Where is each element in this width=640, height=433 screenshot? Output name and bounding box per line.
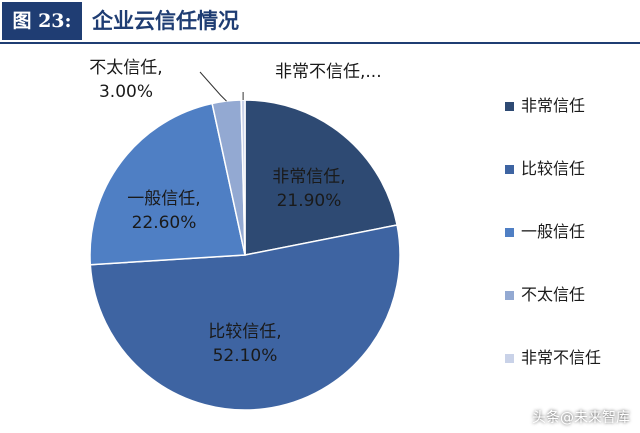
legend-label-2: 比较信任: [521, 159, 585, 178]
data-label-1: 非常信任, 21.90%: [272, 167, 345, 211]
legend-swatch-3: [505, 228, 514, 237]
pie-slice-2: [89, 224, 401, 411]
legend-label-3: 一般信任: [521, 222, 585, 241]
legend-swatch-2: [505, 165, 514, 174]
data-labels: 非常信任, 21.90% 比较信任, 52.10% 一般信任, 22.60% 不太信任, 3.…: [89, 58, 381, 366]
legend-label-4: 不太信任: [521, 285, 585, 304]
legend-label-1: 非常信任: [521, 96, 585, 115]
figure-title: 企业云信任情况: [92, 9, 239, 33]
data-label-3: 一般信任, 22.60%: [127, 189, 200, 233]
data-label-2: 比较信任, 52.10%: [208, 322, 281, 366]
pie-slice-5: [240, 99, 246, 256]
pie-chart: 非常信任, 21.90% 比较信任, 52.10% 一般信任, 22.60% 不太信任, 3.…: [89, 58, 601, 411]
legend-swatch-5: [505, 354, 514, 363]
leader-lines: [199, 71, 244, 102]
legend-swatch-1: [505, 102, 514, 111]
data-label-4: 不太信任, 3.00%: [89, 58, 162, 102]
header-rule: [0, 42, 640, 44]
legend-swatch-4: [505, 291, 514, 300]
pie-slices: [89, 99, 401, 411]
pie-slice-1: [244, 99, 398, 256]
figure-header: 图 23: 企业云信任情况: [0, 0, 640, 44]
leader-line-4: [199, 71, 227, 102]
data-label-5: 非常不信任,...: [275, 62, 382, 82]
pie-slice-3: [89, 102, 246, 266]
figure-number-label: 图 23:: [2, 2, 82, 40]
legend-label-5: 非常不信任: [521, 348, 601, 367]
watermark: 头条@未来智库: [532, 410, 630, 426]
